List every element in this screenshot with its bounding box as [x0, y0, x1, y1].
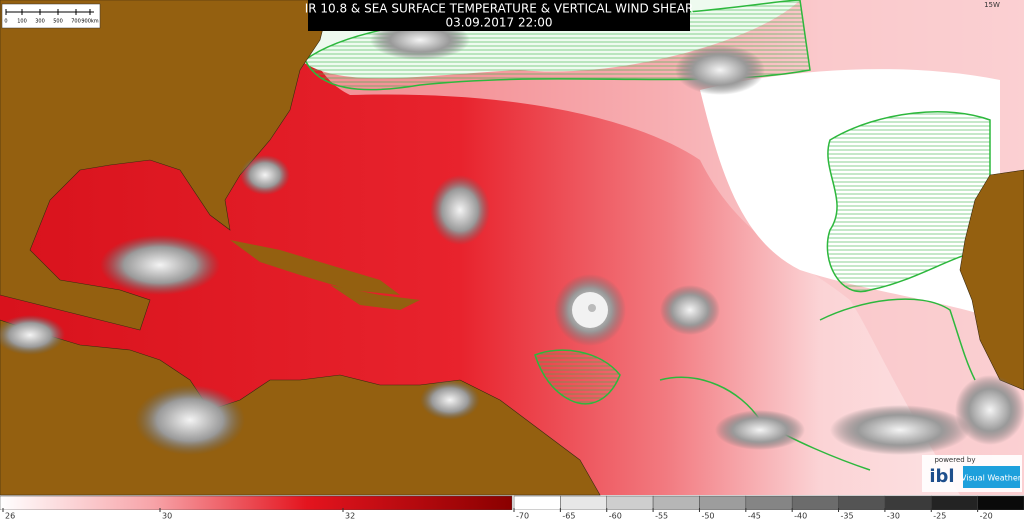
sst-tick-label: 26 — [5, 512, 15, 521]
ir-tick-label: -30 — [887, 512, 900, 521]
scale-bar: 0 100 300 500 700 900km — [1, 3, 101, 29]
ir-tick-label: -45 — [748, 512, 761, 521]
scale-label: 0 — [4, 19, 7, 25]
shear-contour — [826, 111, 991, 293]
ir-tick-label: -25 — [933, 512, 946, 521]
cuba — [230, 240, 400, 295]
shear-contour — [534, 349, 621, 405]
sst-tick-label: 32 — [345, 512, 355, 521]
hispaniola — [330, 285, 420, 310]
ir-step — [884, 495, 932, 511]
ir-tick-label: -20 — [980, 512, 993, 521]
logo-brand: ibl — [929, 466, 954, 487]
ir-tick-label: -70 — [516, 512, 529, 521]
ir-step — [931, 495, 978, 511]
ir-step — [652, 495, 700, 511]
colorbar-labels-band — [0, 510, 1024, 522]
title-box — [308, 0, 690, 31]
north-america — [0, 0, 331, 331]
ir-tick-label: -35 — [841, 512, 854, 521]
ir-step — [606, 495, 654, 511]
scale-label: 900km — [81, 19, 98, 25]
logo-product: Visual Weather — [961, 474, 1022, 483]
hurricane — [554, 274, 626, 346]
title: IR 10.8 & SEA SURFACE TEMPERATURE & VERT… — [305, 2, 694, 16]
ir-step — [699, 495, 747, 511]
scale-label: 700 — [71, 19, 81, 25]
longitude-label: 15W — [984, 1, 1000, 9]
logo: powered by ibl Visual Weather — [922, 455, 1022, 492]
logo-powered-by: powered by — [934, 456, 975, 464]
sst-colorbar — [0, 495, 513, 511]
ir-step — [977, 495, 1024, 511]
datetime: 03.09.2017 22:00 — [445, 16, 552, 30]
shear-contour — [819, 298, 976, 381]
sst-tick-label: 30 — [162, 512, 172, 521]
ir-tick-label: -50 — [701, 512, 714, 521]
south-america — [0, 319, 601, 496]
ir-step — [745, 495, 793, 511]
ir-tick-label: -40 — [794, 512, 807, 521]
scale-label: 500 — [53, 19, 63, 25]
scale-label: 100 — [17, 19, 27, 25]
ir-tick-label: -60 — [609, 512, 622, 521]
ir-step — [838, 495, 886, 511]
ir-colorbar — [513, 495, 1024, 511]
ir-step — [560, 495, 607, 511]
ir-step — [791, 495, 839, 511]
scale-label: 300 — [35, 19, 45, 25]
ir-tick-label: -65 — [562, 512, 575, 521]
ir-step — [513, 495, 561, 511]
ir-tick-label: -55 — [655, 512, 668, 521]
